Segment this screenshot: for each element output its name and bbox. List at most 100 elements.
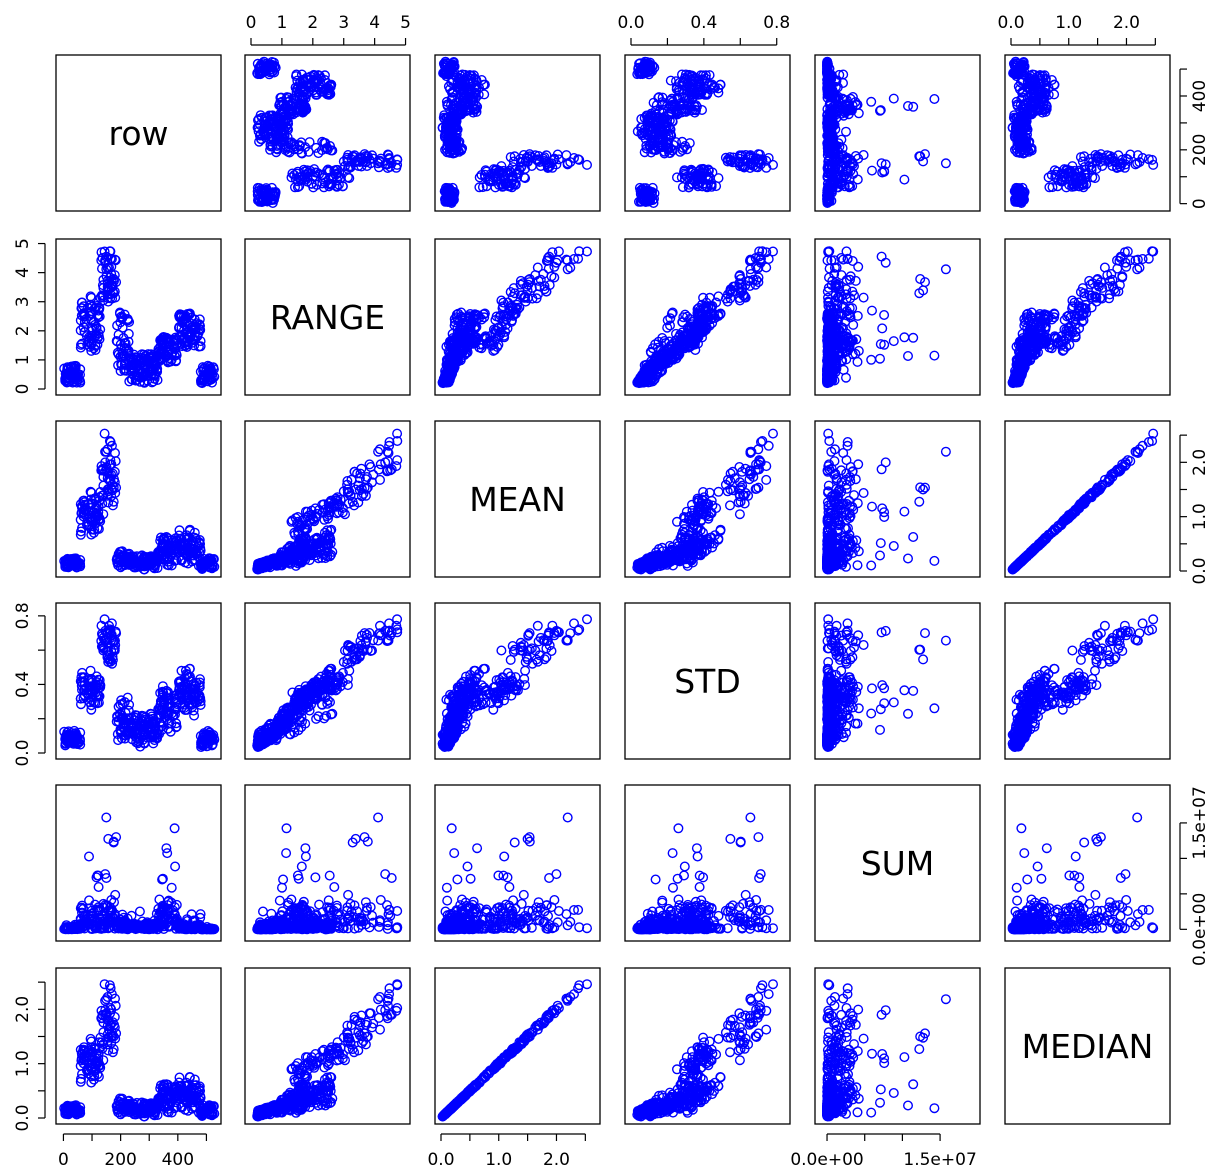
panel-frame-row-vs-std — [624, 54, 791, 212]
data-point-row-vs-mean — [496, 161, 507, 172]
data-point-row-vs-mean — [519, 172, 530, 183]
data-point-row-vs-range — [301, 79, 312, 90]
data-point-range-vs-mean — [546, 271, 557, 282]
panel-frame-mean-vs-sum — [814, 420, 981, 578]
data-point-row-vs-range — [256, 184, 267, 195]
data-point-row-vs-range — [296, 100, 307, 111]
variable-label-sum: SUM — [861, 844, 935, 883]
data-point-row-vs-mean — [442, 99, 453, 110]
data-point-row-vs-range — [353, 156, 364, 167]
data-point-row-vs-range — [303, 72, 314, 83]
variable-label-mean: MEAN — [469, 480, 566, 519]
data-point-row-vs-range — [349, 157, 360, 168]
panel-frame-median-vs-std — [624, 967, 791, 1125]
data-point-range-vs-sum — [858, 292, 869, 303]
data-point-range-vs-sum — [899, 332, 910, 343]
data-point-row-vs-range — [338, 156, 349, 167]
data-point-row-vs-range — [284, 147, 295, 158]
panel-frame-mean-vs-std — [624, 420, 791, 578]
data-point-row-vs-mean — [477, 182, 488, 193]
panel-frame-median-vs-range — [244, 967, 411, 1125]
data-point-row-vs-range — [254, 136, 265, 147]
data-point-row-vs-mean — [450, 134, 461, 145]
panel-frame-range-vs-median — [1004, 238, 1171, 396]
panel-frame-sum-vs-sum — [814, 784, 981, 942]
data-point-row-vs-mean — [460, 69, 471, 80]
data-point-row-vs-mean — [440, 126, 451, 137]
data-point-range-vs-sum — [853, 261, 864, 272]
data-point-row-vs-range — [322, 142, 333, 153]
data-point-range-vs-median — [1134, 262, 1145, 273]
data-point-row-vs-mean — [450, 121, 461, 132]
data-point-row-vs-range — [270, 188, 281, 199]
data-point-row-vs-range — [323, 87, 334, 98]
variable-label-std: STD — [674, 662, 741, 701]
data-point-row-vs-range — [317, 169, 328, 180]
data-point-row-vs-range — [274, 99, 285, 110]
data-point-row-vs-range — [313, 148, 324, 159]
data-point-row-vs-range — [337, 181, 348, 192]
data-point-range-vs-sum — [880, 257, 891, 268]
data-point-range-vs-sum — [841, 372, 852, 383]
data-point-row-vs-range — [324, 181, 335, 192]
data-point-row-vs-mean — [465, 105, 476, 116]
data-point-row-vs-mean — [469, 83, 480, 94]
data-point-row-vs-range — [255, 66, 266, 77]
data-point-row-vs-range — [312, 167, 323, 178]
data-point-row-vs-median — [1148, 159, 1159, 170]
data-point-row-vs-std — [713, 173, 724, 184]
data-point-row-vs-mean — [522, 156, 533, 167]
panel-frame-median-vs-sum — [814, 967, 981, 1125]
data-point-row-vs-mean — [478, 79, 489, 90]
data-point-row-vs-mean — [445, 133, 456, 144]
data-point-row-vs-mean — [453, 82, 464, 93]
data-point-row-vs-range — [293, 105, 304, 116]
data-point-row-vs-range — [260, 113, 271, 124]
data-point-row-vs-mean — [460, 106, 471, 117]
panel-frame-range-vs-sum — [814, 238, 981, 396]
data-point-row-vs-range — [266, 114, 277, 125]
data-point-row-vs-mean — [470, 73, 481, 84]
data-point-range-vs-sum — [867, 305, 878, 316]
variable-label-range: RANGE — [270, 298, 385, 337]
data-point-row-vs-range — [342, 156, 353, 167]
data-point-row-vs-range — [253, 113, 264, 124]
data-point-row-vs-mean — [476, 169, 487, 180]
data-point-row-vs-mean — [533, 150, 544, 161]
panel-frame-row-vs-sum — [814, 54, 981, 212]
data-point-row-vs-range — [386, 158, 397, 169]
data-point-range-vs-sum — [903, 351, 914, 362]
data-point-range-vs-sum — [877, 323, 888, 334]
data-point-range-vs-sum — [850, 275, 861, 286]
data-point-row-vs-range — [297, 76, 308, 87]
data-point-row-vs-range — [332, 168, 343, 179]
data-point-row-vs-range — [331, 181, 342, 192]
panel-frame-sum-vs-range — [244, 784, 411, 942]
data-point-range-vs-sum — [875, 353, 886, 364]
data-point-row-vs-sum — [867, 165, 878, 176]
data-point-row-vs-range — [283, 143, 294, 154]
data-point-row-vs-sum — [852, 174, 863, 185]
data-point-row-vs-mean — [444, 184, 455, 195]
panel-frame-row-vs-mean — [434, 54, 601, 212]
data-point-row-vs-range — [323, 164, 334, 175]
data-point-row-vs-range — [283, 108, 294, 119]
panel-frame-median-vs-mean — [434, 967, 601, 1125]
data-point-row-vs-mean — [544, 158, 555, 169]
data-point-row-vs-mean — [440, 193, 451, 204]
data-point-row-vs-range — [311, 142, 322, 153]
data-point-row-vs-sum — [903, 100, 914, 111]
data-point-row-vs-range — [265, 62, 276, 73]
data-point-row-vs-mean — [496, 167, 507, 178]
data-point-row-vs-median — [1049, 89, 1060, 100]
data-point-row-vs-range — [318, 182, 329, 193]
data-point-row-vs-mean — [454, 72, 465, 83]
data-point-row-vs-range — [360, 150, 371, 161]
panel-frame-sum-vs-median — [1004, 784, 1171, 942]
data-point-row-vs-mean — [507, 182, 518, 193]
panel-frame-sum-vs-std — [624, 784, 791, 942]
panel-frame-range-vs-row — [55, 238, 222, 396]
data-point-row-vs-range — [258, 126, 269, 137]
data-point-range-vs-mean — [553, 246, 564, 257]
data-point-row-vs-range — [320, 138, 331, 149]
